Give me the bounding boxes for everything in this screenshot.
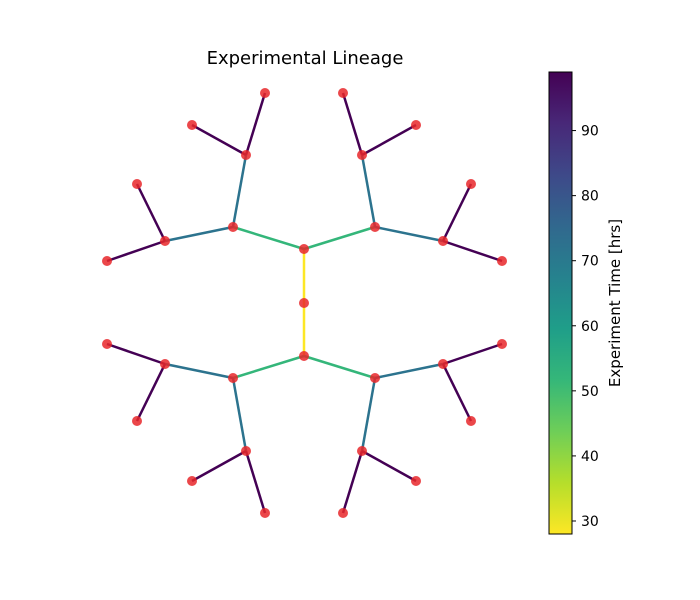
lineage-node bbox=[187, 476, 197, 486]
lineage-edge bbox=[135, 183, 167, 242]
lineage-node bbox=[228, 222, 238, 232]
lineage-node bbox=[187, 120, 197, 130]
chart-title: Experimental Lineage bbox=[207, 48, 404, 69]
colorbar-tick-label: 70 bbox=[581, 254, 599, 270]
colorbar-label: Experiment Time [hrs] bbox=[606, 219, 624, 387]
lineage-node bbox=[299, 298, 309, 308]
lineage-node bbox=[338, 88, 348, 98]
lineage-node bbox=[357, 446, 367, 456]
lineage-node bbox=[160, 359, 170, 369]
lineage-edge bbox=[231, 377, 248, 452]
colorbar-frame bbox=[548, 71, 573, 535]
lineage-edges bbox=[106, 92, 503, 514]
lineage-node bbox=[160, 236, 170, 246]
lineage-edge bbox=[232, 354, 305, 380]
lineage-edge bbox=[374, 225, 444, 243]
lineage-node bbox=[438, 359, 448, 369]
lineage-node bbox=[466, 179, 476, 189]
lineage-edge bbox=[191, 123, 247, 157]
lineage-edge bbox=[191, 449, 247, 483]
lineage-edge bbox=[135, 363, 167, 422]
colorbar: 30 40 50 60 70 80 90 Experiment Time [hrs] bbox=[548, 71, 624, 535]
colorbar-ticks: 30 40 50 60 70 80 90 bbox=[572, 124, 599, 530]
lineage-nodes bbox=[102, 88, 507, 518]
colorbar-tick-label: 80 bbox=[581, 189, 599, 205]
lineage-edge bbox=[341, 92, 364, 156]
lineage-edge bbox=[441, 363, 473, 422]
lineage-edge bbox=[360, 154, 377, 228]
colorbar-tick-label: 90 bbox=[581, 124, 599, 140]
lineage-node bbox=[241, 150, 251, 160]
lineage-edge bbox=[341, 450, 364, 514]
lineage-node bbox=[357, 150, 367, 160]
lineage-node bbox=[260, 88, 270, 98]
lineage-edge bbox=[106, 239, 166, 263]
lineage-edge bbox=[303, 354, 376, 380]
lineage-edge bbox=[442, 239, 503, 263]
lineage-edge bbox=[232, 225, 305, 251]
colorbar-tick-label: 40 bbox=[581, 449, 599, 465]
lineage-node bbox=[370, 222, 380, 232]
lineage-node bbox=[411, 120, 421, 130]
lineage-node bbox=[370, 373, 380, 383]
lineage-edge bbox=[244, 450, 267, 514]
lineage-node bbox=[299, 244, 309, 254]
lineage-node bbox=[260, 508, 270, 518]
lineage-edge bbox=[106, 342, 166, 366]
lineage-node bbox=[102, 256, 112, 266]
lineage-edge bbox=[231, 154, 248, 228]
lineage-edge bbox=[360, 377, 377, 452]
colorbar-tick-label: 30 bbox=[581, 514, 599, 530]
colorbar-fill bbox=[549, 72, 572, 534]
lineage-node bbox=[438, 236, 448, 246]
lineage-node bbox=[241, 446, 251, 456]
lineage-edge bbox=[442, 342, 503, 366]
lineage-edge bbox=[164, 225, 234, 243]
lineage-node bbox=[228, 373, 238, 383]
lineage-edge bbox=[303, 225, 376, 251]
lineage-node bbox=[132, 416, 142, 426]
lineage-edge bbox=[244, 92, 267, 156]
lineage-node bbox=[497, 256, 507, 266]
lineage-edge bbox=[374, 362, 444, 380]
colorbar-tick-label: 50 bbox=[581, 384, 599, 400]
lineage-node bbox=[132, 179, 142, 189]
lineage-node bbox=[338, 508, 348, 518]
colorbar-tick-label: 60 bbox=[581, 319, 599, 335]
lineage-node bbox=[299, 351, 309, 361]
lineage-edge bbox=[361, 123, 417, 157]
lineage-node bbox=[497, 339, 507, 349]
lineage-node bbox=[466, 416, 476, 426]
lineage-node bbox=[411, 476, 421, 486]
lineage-edge bbox=[361, 449, 417, 483]
lineage-edge bbox=[164, 362, 234, 380]
lineage-node bbox=[102, 339, 112, 349]
lineage-edge bbox=[441, 183, 473, 242]
